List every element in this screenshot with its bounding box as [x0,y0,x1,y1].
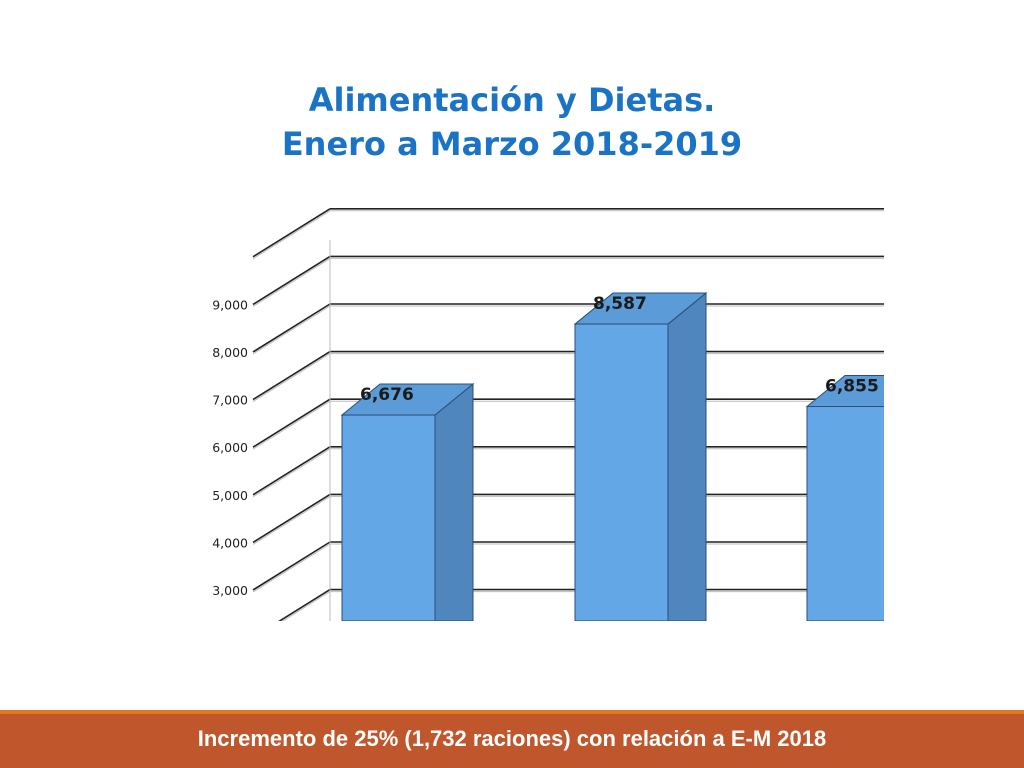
bar-front-face [806,406,884,621]
gridline-side-shadow [252,353,331,403]
data-label-bar-2: 8,587 [593,294,647,314]
bar-side-face [434,382,474,621]
footer-text: Incremento de 25% (1,732 raciones) con r… [197,726,827,751]
gridline-side-shadow [252,210,331,260]
bar-side-face [667,292,707,621]
bar-front-face [574,323,669,621]
gridline-side [278,588,331,621]
gridline-side-shadow [252,400,331,450]
gridline-side-shadow [252,448,331,498]
gridline-side-shadow [252,305,331,355]
y-tick-label: 4,000 [212,535,248,550]
y-tick-label: 3,000 [212,583,248,598]
y-tick-label: 7,000 [212,393,248,408]
bar-front-face [341,414,436,621]
bar-3 [805,375,938,621]
gridline-side-shadow [252,543,331,593]
y-tick-label: 6,000 [212,440,248,455]
gridline-side-shadow [281,591,331,621]
footer-banner: Incremento de 25% (1,732 raciones) con r… [0,710,1024,768]
bar-side-face [900,376,938,621]
data-label-bar-3: 6,855 [825,377,879,397]
gridline-side [252,398,331,448]
gridline-side-shadow [252,495,331,545]
title-line-1: Alimentación y Dietas. [308,81,716,119]
gridline-side [252,255,331,306]
data-label-bar-1: 6,676 [360,385,414,405]
y-tick-label: 9,000 [212,297,248,312]
bar-chart: 3,000 4,000 5,000 6,000 7,000 8,000 9,000 6,676… [212,208,938,621]
y-tick-label: 8,000 [212,345,248,360]
bar-1 [340,382,475,621]
gridline-side [252,541,331,591]
y-tick-label: 5,000 [212,488,248,503]
gridline-side-shadow [252,257,331,307]
title-line-2: Enero a Marzo 2018-2019 [281,125,743,163]
gridline-side [252,493,331,544]
bar-2 [573,292,708,621]
gridline-side [252,208,331,258]
gridline-side [252,446,331,496]
gridline-side [252,350,331,401]
bars [340,292,938,621]
chart-title: Alimentación y Dietas. Enero a Marzo 201… [0,78,1024,166]
gridline-side [252,303,331,353]
